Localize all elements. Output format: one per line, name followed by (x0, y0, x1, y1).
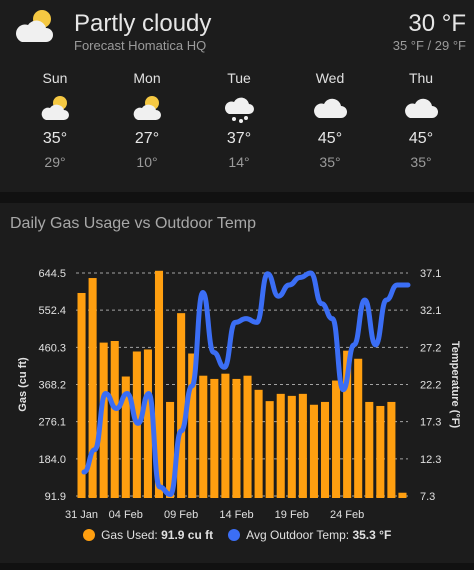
forecast-day: Thu 45° 35° (386, 70, 456, 170)
gas-temp-chart[interactable]: 644.5 37.1 552.4 32.1 460.3 27.2 368.2 22.2 276.… (0, 243, 474, 523)
y-right-axis-title: Temperature (°F) (449, 341, 461, 429)
partly-cloudy-icon (41, 96, 69, 120)
gas-bar (199, 375, 208, 498)
forecast-high: 45° (317, 130, 343, 147)
legend-gas-value: 91.9 cu ft (161, 528, 214, 542)
gas-usage-card: Daily Gas Usage vs Outdoor Temp 644.5 37.… (0, 203, 474, 563)
weather-condition: Partly cloudy (74, 10, 212, 37)
gas-bar (376, 405, 385, 498)
forecast-high: 35° (42, 130, 68, 147)
gas-bar (398, 492, 407, 498)
forecast-day: Mon 27° 10° (112, 70, 182, 170)
gas-bar (188, 353, 197, 498)
gas-bar (88, 278, 97, 498)
y-left-tick-label: 460.3 (38, 342, 66, 354)
y-right-tick-label: 17.3 (420, 417, 441, 429)
gas-bar (143, 349, 152, 498)
chart-legend: Gas Used: 91.9 cu ft Avg Outdoor Temp: 3… (0, 528, 474, 542)
snowy-icon (225, 97, 254, 123)
legend-temp-value: 35.3 °F (352, 528, 392, 542)
forecast-day-name: Tue (227, 70, 251, 86)
legend-temp-swatch (228, 529, 241, 541)
forecast-low: 35° (410, 154, 432, 170)
gas-bar (354, 358, 363, 498)
gas-bar (110, 340, 119, 498)
gas-bar (77, 292, 86, 498)
legend-gas[interactable]: Gas Used: 91.9 cu ft (82, 528, 214, 542)
y-left-tick-label: 552.4 (38, 305, 66, 317)
y-left-tick-label: 184.0 (38, 454, 66, 466)
gas-bar (221, 373, 230, 498)
current-temperature: 30 °F (408, 10, 466, 37)
forecast-low: 35° (319, 154, 341, 170)
forecast-day-name: Wed (315, 70, 345, 86)
gas-bar (121, 376, 130, 498)
y-left-tick-label: 368.2 (38, 380, 66, 392)
x-tick-label: 31 Jan (65, 509, 98, 521)
legend-temp-label: Avg Outdoor Temp: (246, 528, 350, 542)
gas-bar (365, 401, 374, 498)
gas-bar (99, 342, 108, 498)
y-left-tick-label: 91.9 (45, 491, 66, 503)
gas-bar (154, 270, 164, 498)
partly-cloudy-icon (133, 96, 161, 120)
gas-bar (243, 375, 252, 498)
gas-bar (287, 395, 296, 498)
y-right-tick-label: 22.2 (420, 380, 441, 392)
forecast-day-name: Thu (408, 70, 434, 86)
gas-bar (210, 378, 219, 498)
weather-location: Forecast Homatica HQ (74, 38, 207, 53)
gas-bar (254, 389, 263, 498)
x-tick-label: 24 Feb (330, 509, 364, 521)
cloudy-icon (314, 98, 347, 118)
forecast-low: 10° (136, 154, 158, 170)
gas-bar (343, 350, 352, 498)
gas-bar (309, 404, 318, 498)
forecast-day-name: Sun (42, 70, 68, 86)
legend-gas-label: Gas Used: (101, 528, 158, 542)
gas-bar (387, 401, 396, 498)
temp-series-line (81, 270, 411, 498)
x-tick-label: 19 Feb (275, 509, 309, 521)
y-right-tick-label: 12.3 (420, 454, 441, 466)
temperature-range: 35 °F / 29 °F (392, 38, 466, 53)
gas-bar (166, 401, 175, 498)
x-tick-label: 14 Feb (219, 509, 253, 521)
legend-temp[interactable]: Avg Outdoor Temp: 35.3 °F (228, 528, 391, 542)
gas-bar (265, 401, 274, 498)
forecast-day-name: Mon (133, 70, 161, 86)
forecast-day: Tue 37° 14° (204, 70, 274, 170)
x-tick-label: 04 Feb (109, 509, 143, 521)
forecast-low: 14° (228, 154, 250, 170)
y-right-tick-label: 37.1 (420, 268, 441, 280)
y-left-tick-label: 276.1 (38, 417, 66, 429)
forecast-low: 29° (44, 154, 66, 170)
card-title: Daily Gas Usage vs Outdoor Temp (10, 215, 257, 232)
gas-bar (276, 393, 285, 498)
gas-bar (320, 401, 330, 498)
forecast-day: Wed 45° 35° (295, 70, 365, 170)
y-left-axis-title: Gas (cu ft) (17, 357, 29, 412)
forecast-high: 45° (408, 130, 434, 147)
y-left-tick-label: 644.5 (38, 268, 66, 280)
forecast-high: 37° (226, 130, 252, 147)
cloudy-icon (405, 98, 438, 118)
gas-bar (232, 378, 241, 498)
legend-gas-swatch (82, 529, 95, 541)
gas-bar (177, 313, 186, 498)
weather-forecast-card[interactable]: Partly cloudy Forecast Homatica HQ 30 °F… (0, 0, 474, 192)
x-tick-label: 09 Feb (164, 509, 198, 521)
forecast-day: Sun 35° 29° (20, 70, 90, 170)
gas-bar (298, 393, 307, 498)
forecast-high: 27° (134, 130, 160, 147)
gas-bar (332, 380, 341, 498)
y-right-tick-label: 32.1 (420, 305, 441, 317)
y-right-tick-label: 7.3 (420, 491, 435, 503)
y-right-tick-label: 27.2 (420, 342, 441, 354)
partly-cloudy-icon (15, 10, 54, 42)
